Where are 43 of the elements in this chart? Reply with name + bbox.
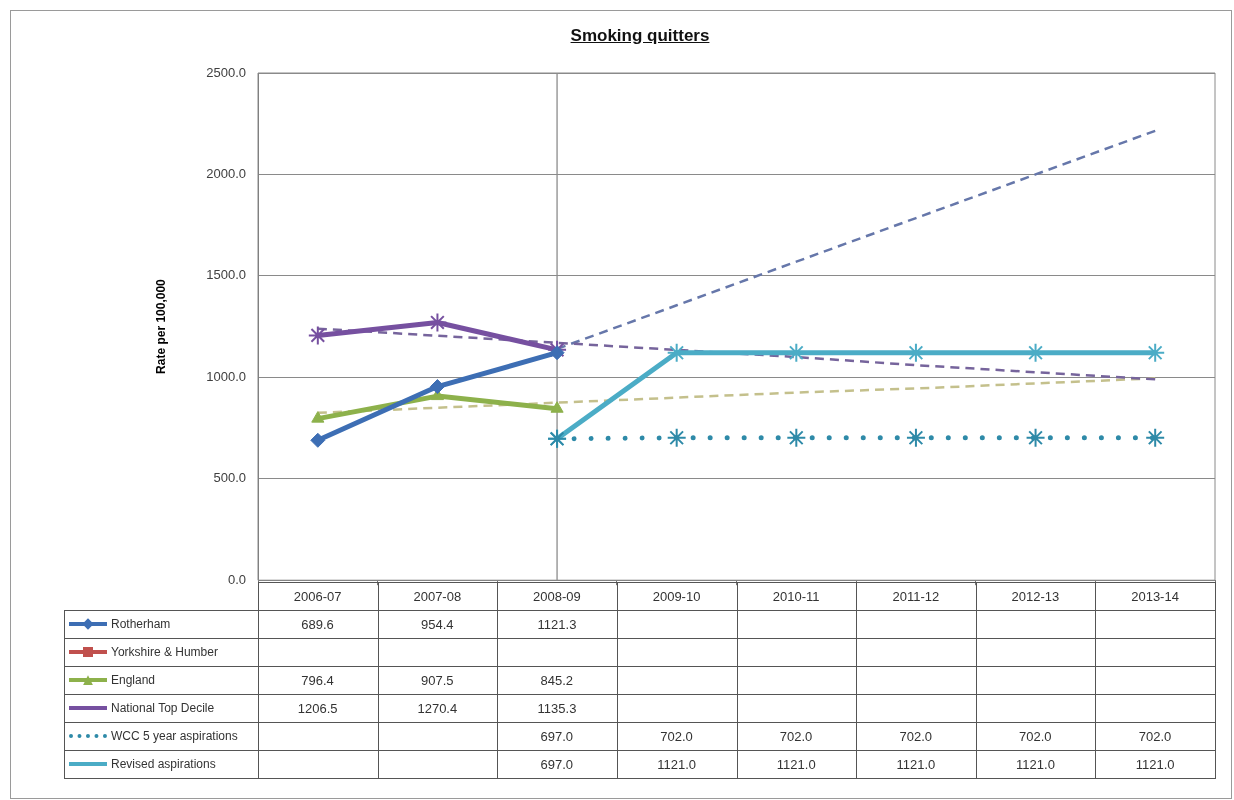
x-tick-label: 2007-08 — [413, 588, 462, 607]
data-label: 1121.0 — [1135, 756, 1175, 775]
x-tick-label: 2009-10 — [652, 588, 701, 607]
data-label: 1121.0 — [657, 756, 696, 775]
data-label: 1121.3 — [537, 616, 577, 635]
x-tick-label: 2006-07 — [293, 588, 342, 607]
x-tick-label: 2013-14 — [1131, 588, 1179, 607]
data-label: 1121.0 — [1016, 756, 1055, 775]
y-axis-title: Rate per 100,000 — [153, 278, 168, 374]
legend-label: WCC 5 year aspirations — [111, 729, 238, 744]
data-label: 845.2 — [540, 672, 574, 691]
data-label: 1135.3 — [537, 700, 577, 719]
data-label: 954.4 — [420, 616, 454, 635]
y-tick-label: 500.0 — [213, 470, 246, 486]
data-label: 702.0 — [1019, 728, 1052, 747]
x-tick-label: 2010-11 — [772, 588, 820, 607]
data-label: 1121.0 — [896, 756, 936, 775]
data-label: 697.0 — [540, 728, 574, 747]
y-tick-label: 2500.0 — [206, 64, 246, 80]
y-tick-label: 2000.0 — [206, 166, 246, 182]
x-tick-label: 2011-12 — [892, 588, 940, 607]
legend-label: England — [111, 673, 156, 688]
chart-title: Smoking quitters — [569, 26, 711, 46]
y-tick-label: 1500.0 — [206, 267, 246, 283]
data-label: 702.0 — [779, 728, 813, 747]
data-label: 702.0 — [899, 728, 932, 747]
legend-label: National Top Decile — [111, 701, 215, 716]
data-label: 689.6 — [301, 616, 334, 635]
x-tick-label: 2012-13 — [1011, 588, 1060, 607]
data-label: 907.5 — [420, 672, 454, 691]
y-tick-label: 0.0 — [227, 571, 246, 587]
legend-label: Rotherham — [111, 617, 171, 632]
data-label: 1121.0 — [776, 756, 816, 775]
x-tick-label: 2008-09 — [533, 588, 581, 607]
data-label: 1270.4 — [417, 700, 458, 719]
data-label: 1206.5 — [297, 700, 338, 719]
data-label: 702.0 — [660, 728, 693, 747]
data-label: 697.0 — [540, 756, 574, 775]
y-tick-label: 1000.0 — [206, 368, 246, 384]
legend-label: Revised aspirations — [111, 757, 216, 772]
data-label: 796.4 — [301, 672, 334, 691]
data-label: 702.0 — [1138, 728, 1172, 747]
legend-label: Yorkshire & Humber — [111, 645, 218, 660]
